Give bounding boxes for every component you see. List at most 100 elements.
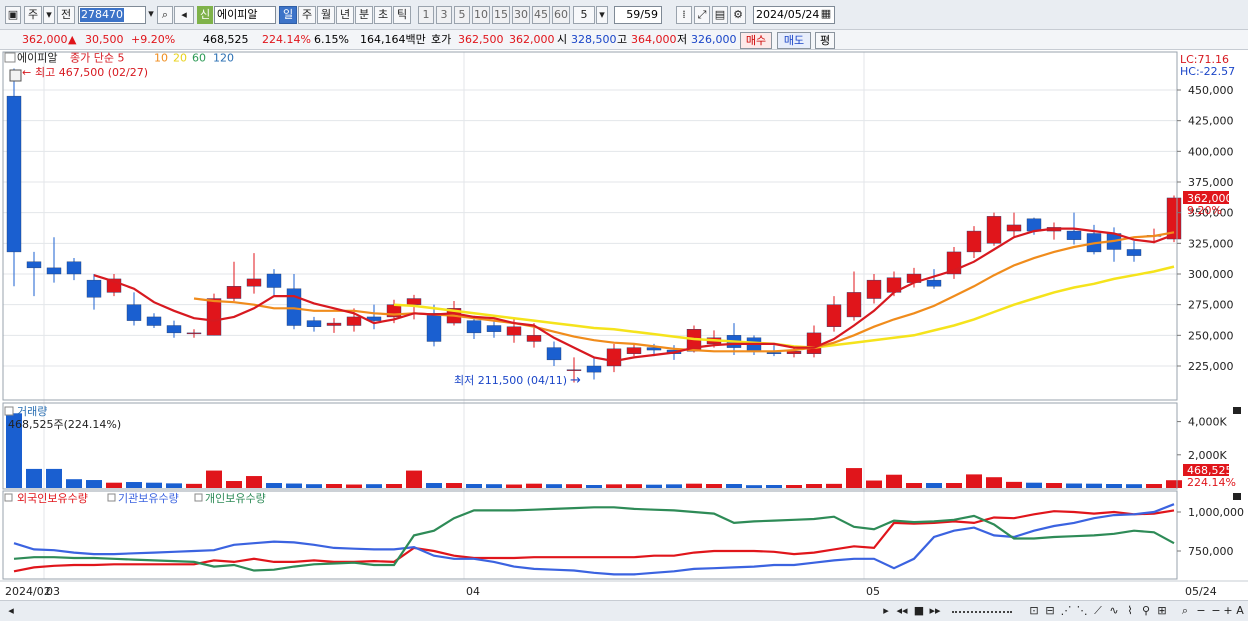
calendar-icon[interactable]: [9, 69, 22, 82]
volume-bar: [886, 474, 902, 488]
turnover-pct: 6.15%: [314, 33, 349, 46]
stop-icon[interactable]: ■: [913, 604, 925, 617]
minute-tab[interactable]: 30: [512, 6, 530, 24]
window-icon[interactable]: ▣: [5, 6, 21, 24]
volume-bar: [246, 476, 262, 488]
date-field[interactable]: 2024/05/24: [753, 6, 835, 24]
minute-tab[interactable]: 60: [552, 6, 570, 24]
lc-label: LC:71.16: [1180, 53, 1229, 66]
minute-tab[interactable]: 3: [436, 6, 452, 24]
search-icon[interactable]: ⌕: [157, 6, 173, 24]
candle-count-field[interactable]: 59/59: [614, 6, 662, 24]
candle-body: [86, 279, 102, 298]
minute-tab[interactable]: 45: [532, 6, 550, 24]
minute-tab[interactable]: 1: [418, 6, 434, 24]
zoom-slider[interactable]: [952, 605, 1012, 613]
chevron-down-icon[interactable]: ▾: [148, 7, 154, 20]
axes: 450,000 425,000 400,000 375,000 350,000 325,0…: [0, 51, 1248, 598]
minute-tab[interactable]: 15: [492, 6, 510, 24]
high-value: 364,000: [631, 33, 677, 46]
period-tab[interactable]: 일: [279, 6, 297, 24]
candle-body: [1026, 218, 1042, 232]
volume-bar: [186, 483, 202, 488]
unit-select[interactable]: 5: [573, 6, 595, 24]
candle-body: [166, 325, 182, 334]
prev-button[interactable]: 전: [57, 6, 75, 24]
price-tick-label: 250,000: [1188, 329, 1234, 342]
zoom-out-icon[interactable]: −: [1196, 604, 1206, 617]
draw-tool-icon[interactable]: ⤢: [694, 6, 710, 24]
panel-box-icon[interactable]: [4, 52, 16, 63]
price-change-pct: +9.20%: [131, 33, 176, 46]
chart-scrollbar[interactable]: ◂ ▸ ◂◂ ■ ▸▸ ⊡ ⊟ ⋰ ⋱ ⟋ ∿ ⌇ ⚲ ⊞ ⌕ − − + A: [0, 600, 1248, 621]
close-icon[interactable]: [1233, 493, 1241, 500]
moving-average-lines: [93, 227, 1175, 363]
candle-body: [406, 298, 422, 305]
volume-series: [6, 413, 1182, 488]
forward-icon[interactable]: ▸▸: [929, 604, 941, 617]
period-tab[interactable]: 주: [298, 6, 316, 24]
type-select[interactable]: 주: [24, 6, 42, 24]
period-tab[interactable]: 분: [355, 6, 373, 24]
scroll-left-icon[interactable]: ◂: [8, 604, 14, 617]
sell-button[interactable]: 매도: [777, 32, 811, 49]
volume-bar: [986, 477, 1002, 488]
minute-tab[interactable]: 5: [454, 6, 470, 24]
volume-value: 468,525: [203, 33, 249, 46]
chart-tool-icon[interactable]: ⌇: [1127, 604, 1133, 617]
min-price-label: 최저 211,500 (04/11): [454, 374, 567, 387]
chart-tool-icon[interactable]: ⋰: [1060, 604, 1072, 617]
panel-box-icon: [194, 493, 203, 502]
grid-icon[interactable]: ⁞: [676, 6, 692, 24]
period-tab[interactable]: 틱: [393, 6, 411, 24]
chart-tool-icon[interactable]: ⊡: [1029, 604, 1039, 617]
chart-tool-icon[interactable]: ∿: [1109, 604, 1119, 617]
candle-body: [566, 369, 582, 371]
minute-tab[interactable]: 10: [472, 6, 490, 24]
candle-body: [326, 322, 342, 326]
up-triangle-icon: ▲: [68, 33, 77, 46]
chart-tool-icon[interactable]: ⋱: [1076, 604, 1088, 617]
stock-name-field[interactable]: 에이피알: [214, 6, 276, 24]
price-badge-bg: [1183, 191, 1229, 204]
panel-box-icon[interactable]: [4, 406, 14, 416]
candle-body: [626, 347, 642, 354]
calendar-icon[interactable]: ▦: [820, 7, 832, 20]
chart-tool-icon[interactable]: ⚲: [1141, 604, 1151, 617]
volume-bar: [226, 481, 242, 488]
eval-button[interactable]: 평: [815, 32, 835, 49]
stock-chart[interactable]: 450,000 425,000 400,000 375,000 350,000 325,0…: [0, 51, 1248, 600]
gear-icon[interactable]: ⚙: [730, 6, 746, 24]
close-icon[interactable]: [1233, 407, 1241, 414]
speaker-icon[interactable]: ◂: [174, 6, 194, 24]
chart-tool-icon[interactable]: ⊟: [1045, 604, 1055, 617]
chevron-down-icon[interactable]: ▾: [596, 6, 608, 24]
volume-bar: [626, 484, 642, 488]
legend-ma20: 20: [173, 52, 187, 65]
stock-code-input[interactable]: 278470: [78, 6, 146, 24]
candle-body: [506, 326, 522, 336]
period-tab[interactable]: 년: [336, 6, 354, 24]
rewind-icon[interactable]: ◂◂: [896, 604, 908, 617]
holdings-line: [13, 509, 1175, 573]
holdings-line: [13, 503, 1175, 576]
max-arrow-icon: ←: [22, 66, 31, 79]
chart-tool-icon[interactable]: ⟋: [1094, 604, 1102, 617]
chevron-down-icon[interactable]: ▾: [43, 6, 55, 24]
volume-bar: [806, 484, 822, 488]
chart-tool-icon[interactable]: ⊞: [1157, 604, 1167, 617]
save-icon[interactable]: ▤: [712, 6, 728, 24]
font-size-icon[interactable]: A: [1236, 604, 1244, 617]
panel-box-icon[interactable]: [4, 493, 13, 502]
legend-ma5: 종가 단순 5: [70, 52, 124, 65]
candle-body: [246, 278, 262, 287]
plus-icon[interactable]: +: [1223, 604, 1233, 617]
volume-bar: [846, 468, 862, 488]
period-tab[interactable]: 초: [374, 6, 392, 24]
period-tab[interactable]: 월: [317, 6, 335, 24]
play-icon[interactable]: ▸: [883, 604, 889, 617]
search-icon[interactable]: ⌕: [1181, 604, 1189, 617]
minus-icon[interactable]: −: [1211, 604, 1221, 617]
volume-badge-bg: [1183, 464, 1229, 476]
buy-button[interactable]: 매수: [740, 32, 772, 49]
